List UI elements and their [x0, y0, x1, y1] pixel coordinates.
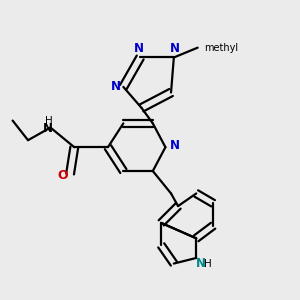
Text: H: H [45, 116, 53, 126]
Text: N: N [43, 122, 53, 136]
Text: H: H [204, 259, 212, 269]
Text: N: N [110, 80, 121, 93]
Text: O: O [58, 169, 68, 182]
Text: N: N [134, 42, 144, 55]
Text: N: N [170, 42, 180, 55]
Text: methyl: methyl [204, 43, 238, 53]
Text: N: N [196, 256, 206, 269]
Text: N: N [169, 139, 179, 152]
